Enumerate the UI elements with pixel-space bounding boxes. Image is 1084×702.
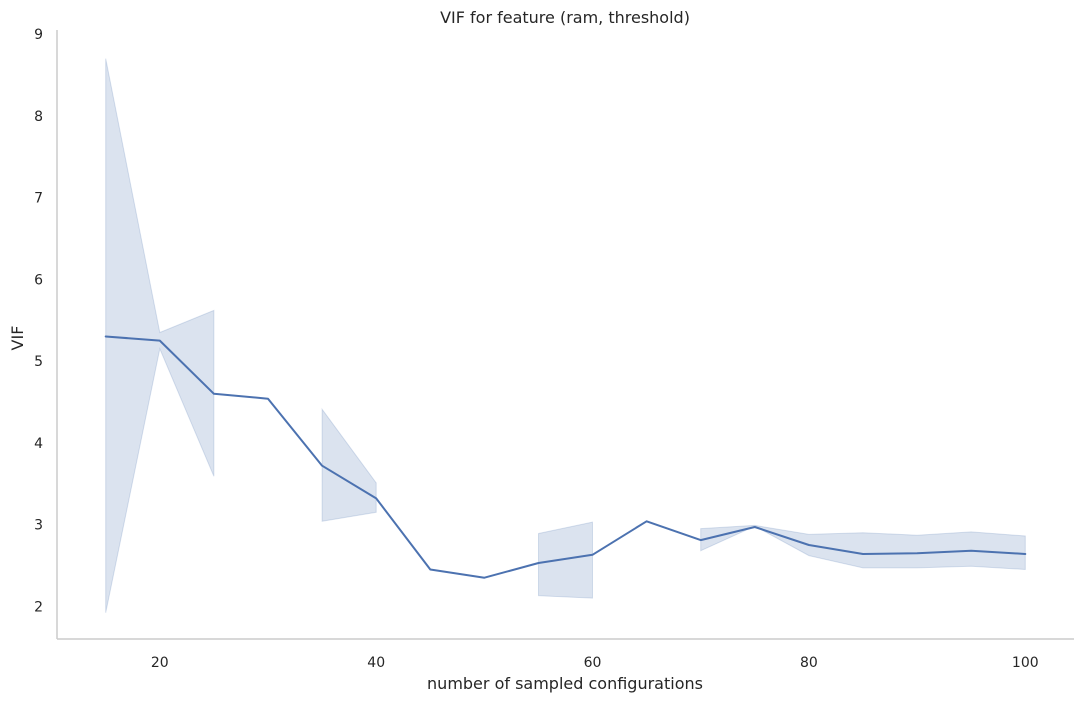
x-tick-label: 60 xyxy=(584,655,602,671)
x-tick-labels: 20 40 60 80 100 xyxy=(151,655,1039,671)
y-tick-labels: 2 3 4 5 6 7 8 9 xyxy=(34,27,43,615)
confidence-band-3 xyxy=(538,521,593,599)
y-tick-label: 2 xyxy=(34,599,43,615)
series-lines xyxy=(104,335,1027,579)
y-tick-label: 5 xyxy=(34,354,43,370)
y-axis-label: VIF xyxy=(8,326,27,351)
x-tick-label: 40 xyxy=(367,655,385,671)
y-tick-label: 4 xyxy=(34,436,43,452)
x-tick-label: 80 xyxy=(800,655,818,671)
confidence-bands xyxy=(105,58,1026,613)
x-tick-label: 100 xyxy=(1012,655,1039,671)
series-line-1 xyxy=(104,335,1027,579)
confidence-band-4 xyxy=(700,524,1026,571)
confidence-band-2 xyxy=(321,407,377,522)
x-tick-label: 20 xyxy=(151,655,169,671)
y-tick-label: 8 xyxy=(34,109,43,125)
x-axis-label: number of sampled configurations xyxy=(427,674,703,693)
y-tick-label: 9 xyxy=(34,27,43,43)
y-tick-label: 7 xyxy=(34,191,43,207)
confidence-band-1 xyxy=(105,58,215,613)
y-tick-label: 3 xyxy=(34,518,43,534)
chart-title: VIF for feature (ram, threshold) xyxy=(440,8,690,27)
y-tick-label: 6 xyxy=(34,272,43,288)
